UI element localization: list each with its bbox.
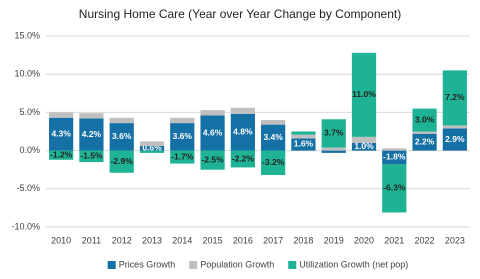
x-tick-label: 2018 — [293, 235, 313, 245]
bar-segment — [109, 150, 134, 173]
bar-segment — [382, 148, 407, 151]
bar-segment — [412, 108, 437, 132]
value-label: -1.5% — [80, 151, 103, 161]
bar-segment — [291, 131, 316, 135]
bar-segment — [170, 117, 195, 124]
x-tick-label: 2021 — [384, 235, 404, 245]
x-tick-label: 2013 — [142, 235, 162, 245]
value-label: -2.5% — [201, 154, 224, 164]
bar-segment — [291, 138, 316, 151]
bar-segment — [321, 119, 346, 148]
x-tick-label: 2016 — [233, 235, 253, 245]
x-tick-label: 2010 — [51, 235, 71, 245]
value-label: -1.8% — [383, 152, 406, 162]
bar-segment — [109, 117, 134, 124]
y-tick-label: 15.0% — [14, 30, 40, 40]
x-tick-label: 2022 — [415, 235, 435, 245]
y-tick-label: 10.0% — [14, 69, 40, 79]
bar-segment — [261, 124, 286, 151]
chart-title: Nursing Home Care (Year over Year Change… — [79, 7, 401, 21]
value-label: 3.4% — [263, 132, 283, 142]
x-tick-label: 2012 — [112, 235, 132, 245]
bar-segment — [412, 131, 437, 134]
value-label: -1.2% — [50, 149, 73, 159]
bar-segment — [442, 128, 467, 151]
bar-segment — [109, 123, 134, 151]
value-label: 3.6% — [173, 131, 193, 141]
value-label: 2.9% — [445, 134, 465, 144]
legend-swatch — [107, 261, 116, 269]
y-tick-label: -10.0% — [11, 221, 40, 231]
value-label: 3.7% — [324, 128, 344, 138]
bar-segment — [49, 112, 74, 118]
value-label: -3.2% — [262, 157, 285, 167]
value-label: 1.6% — [294, 139, 314, 149]
value-label: -1.7% — [171, 151, 194, 161]
x-tick-label: 2020 — [354, 235, 374, 245]
bar-segment — [230, 113, 255, 151]
y-tick-label: 0.0% — [19, 145, 40, 155]
bar-segment — [261, 120, 286, 125]
bar-segment — [442, 70, 467, 126]
bar-segment — [351, 136, 377, 143]
bar-segment — [170, 123, 195, 151]
value-label: 7.2% — [445, 92, 465, 102]
bar-segment — [79, 113, 104, 119]
bar-segment — [382, 150, 407, 165]
bar-segment — [200, 115, 225, 151]
bar-segment — [230, 150, 255, 168]
value-label: -2.2% — [232, 153, 255, 163]
value-label: -2.9% — [111, 156, 134, 166]
legend-label: Prices Growth — [119, 259, 176, 269]
value-label: 4.2% — [82, 129, 102, 139]
legend-label: Utilization Growth (net pop) — [299, 259, 408, 269]
value-label: 0.6% — [142, 143, 162, 153]
bar-segment — [139, 141, 165, 147]
bar-segment — [442, 125, 467, 129]
x-tick-label: 2019 — [324, 235, 344, 245]
x-tick-label: 2015 — [203, 235, 223, 245]
y-tick-label: 5.0% — [19, 107, 40, 117]
bar-segment — [49, 117, 74, 151]
value-label: 1.0% — [354, 141, 374, 151]
bar-segment — [351, 142, 377, 151]
legend-swatch — [288, 261, 297, 269]
bar-segment — [200, 110, 225, 116]
value-label: 3.6% — [112, 131, 132, 141]
x-tick-label: 2011 — [82, 235, 101, 245]
bar-segment — [321, 150, 346, 153]
bar-segment — [351, 52, 377, 137]
bar-segment — [139, 146, 165, 151]
x-tick-label: 2014 — [172, 235, 192, 245]
bar-segment — [261, 150, 286, 176]
legend-swatch — [189, 261, 198, 269]
value-label: 4.3% — [51, 128, 71, 138]
bar-segment — [49, 150, 74, 160]
bar-segment — [170, 150, 195, 164]
bar-segment — [382, 164, 407, 213]
legend-label: Population Growth — [200, 259, 274, 269]
bar-segment — [321, 147, 346, 151]
bar-segment — [79, 118, 104, 151]
y-tick-label: -5.0% — [16, 183, 40, 193]
value-label: 4.8% — [233, 127, 253, 137]
bar-segment — [291, 134, 316, 139]
value-label: -6.3% — [383, 183, 406, 193]
bar-segment — [139, 150, 165, 153]
value-label: 4.6% — [203, 127, 223, 137]
value-label: 11.0% — [352, 89, 376, 99]
x-tick-label: 2023 — [445, 235, 465, 245]
bar-segment — [200, 150, 225, 170]
value-label: 2.2% — [415, 136, 435, 146]
x-tick-label: 2017 — [263, 235, 283, 245]
value-label: 3.0% — [415, 114, 435, 124]
bar-segment — [412, 133, 437, 151]
bar-segment — [230, 107, 255, 114]
bar-segment — [79, 150, 104, 163]
